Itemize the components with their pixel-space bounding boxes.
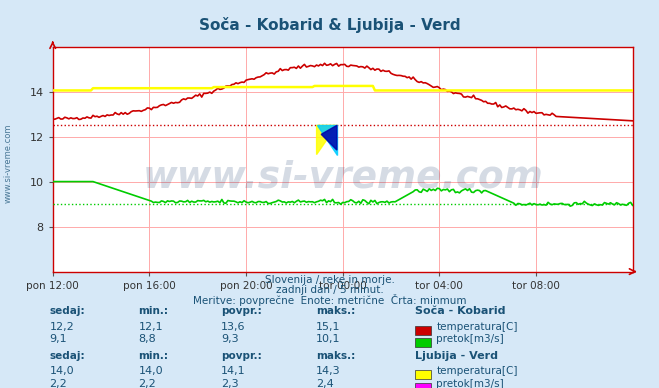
Text: www.si-vreme.com: www.si-vreme.com xyxy=(142,159,543,195)
Text: maks.:: maks.: xyxy=(316,351,356,361)
Text: 2,2: 2,2 xyxy=(49,379,67,388)
Text: 14,0: 14,0 xyxy=(49,366,74,376)
Text: 14,0: 14,0 xyxy=(138,366,163,376)
Text: min.:: min.: xyxy=(138,306,169,316)
Text: sedaj:: sedaj: xyxy=(49,351,85,361)
Text: 14,3: 14,3 xyxy=(316,366,341,376)
Polygon shape xyxy=(316,125,337,154)
Text: pretok[m3/s]: pretok[m3/s] xyxy=(436,334,504,344)
Text: temperatura[C]: temperatura[C] xyxy=(436,366,518,376)
Text: 9,1: 9,1 xyxy=(49,334,67,344)
Text: temperatura[C]: temperatura[C] xyxy=(436,322,518,332)
Text: povpr.:: povpr.: xyxy=(221,351,262,361)
Polygon shape xyxy=(321,125,337,150)
Polygon shape xyxy=(316,125,337,154)
Text: 12,2: 12,2 xyxy=(49,322,74,332)
Text: 13,6: 13,6 xyxy=(221,322,245,332)
Text: 9,3: 9,3 xyxy=(221,334,239,344)
Text: Meritve: povprečne  Enote: metrične  Črta: minmum: Meritve: povprečne Enote: metrične Črta:… xyxy=(192,294,467,306)
Text: 2,4: 2,4 xyxy=(316,379,334,388)
Text: 8,8: 8,8 xyxy=(138,334,156,344)
Text: www.si-vreme.com: www.si-vreme.com xyxy=(3,123,13,203)
Text: 14,1: 14,1 xyxy=(221,366,245,376)
Text: Slovenija / reke in morje.: Slovenija / reke in morje. xyxy=(264,275,395,285)
Text: Ljubija - Verd: Ljubija - Verd xyxy=(415,351,498,361)
Text: Soča - Kobarid: Soča - Kobarid xyxy=(415,306,505,316)
Text: 15,1: 15,1 xyxy=(316,322,341,332)
Text: 2,3: 2,3 xyxy=(221,379,239,388)
Text: 2,2: 2,2 xyxy=(138,379,156,388)
Text: sedaj:: sedaj: xyxy=(49,306,85,316)
Text: pretok[m3/s]: pretok[m3/s] xyxy=(436,379,504,388)
Text: 12,1: 12,1 xyxy=(138,322,163,332)
Text: maks.:: maks.: xyxy=(316,306,356,316)
Text: min.:: min.: xyxy=(138,351,169,361)
Text: povpr.:: povpr.: xyxy=(221,306,262,316)
Text: 10,1: 10,1 xyxy=(316,334,341,344)
Text: zadnji dan / 5 minut.: zadnji dan / 5 minut. xyxy=(275,285,384,295)
Text: Soča - Kobarid & Ljubija - Verd: Soča - Kobarid & Ljubija - Verd xyxy=(198,17,461,33)
